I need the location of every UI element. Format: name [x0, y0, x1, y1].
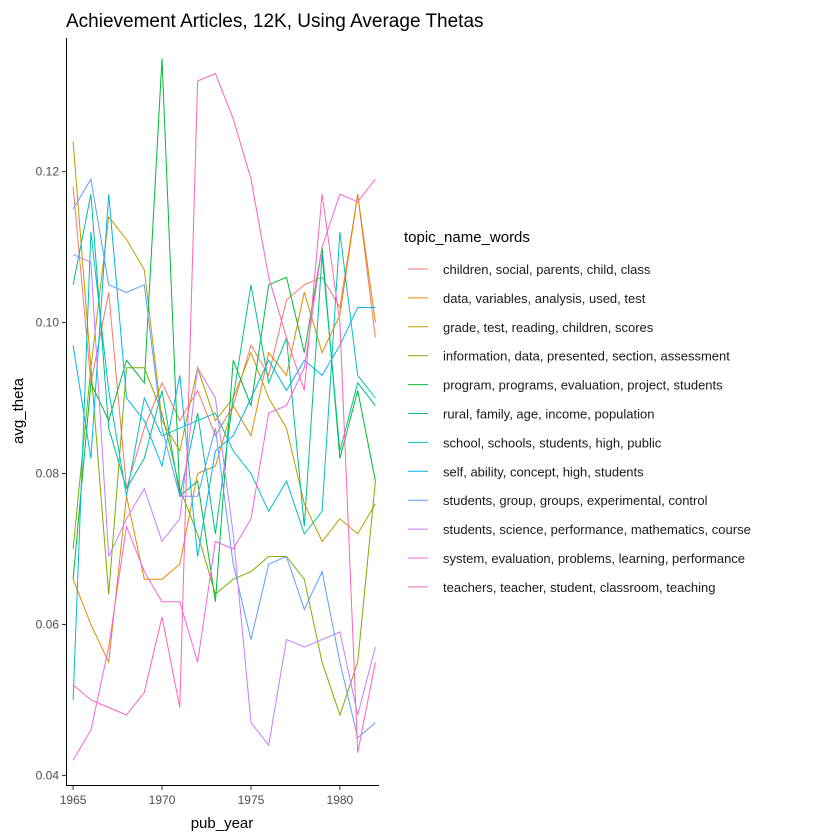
- x-tick-label: 1975: [238, 793, 265, 807]
- series-line-10: [72, 254, 376, 747]
- y-tick-label: 0.06: [36, 617, 60, 631]
- y-axis-title: avg_theta: [10, 377, 27, 444]
- series-line-8: [72, 194, 376, 557]
- series-line-4: [72, 367, 376, 717]
- legend-label: students, group, groups, experimental, c…: [443, 493, 708, 508]
- series-line-3: [72, 141, 376, 543]
- legend-label: information, data, presented, section, a…: [443, 349, 730, 364]
- series-line-2: [72, 194, 376, 665]
- legend-label: system, evaluation, problems, learning, …: [443, 551, 745, 566]
- legend-label: data, variables, analysis, used, test: [443, 291, 646, 306]
- y-tick-label: 0.04: [36, 768, 60, 782]
- legend-label: program, programs, evaluation, project, …: [443, 378, 723, 393]
- series-line-11: [72, 178, 376, 761]
- legend-label: children, social, parents, child, class: [443, 262, 651, 277]
- series-line-5: [72, 58, 376, 602]
- series-line-7: [72, 231, 376, 701]
- x-axis-ticks: 1965 1970 1975 1980: [60, 786, 354, 807]
- series-line-12: [72, 72, 376, 753]
- x-tick-label: 1970: [149, 793, 176, 807]
- y-tick-label: 0.12: [36, 165, 60, 179]
- legend-label: rural, family, age, income, population: [443, 407, 654, 422]
- legend-label: self, ability, concept, high, students: [443, 464, 644, 479]
- series-line-9: [72, 177, 376, 739]
- legend: topic_name_words children, social, paren…: [404, 229, 751, 595]
- legend-label: teachers, teacher, student, classroom, t…: [443, 580, 715, 595]
- legend-title: topic_name_words: [404, 229, 530, 246]
- chart-title: Achievement Articles, 12K, Using Average…: [66, 11, 484, 32]
- y-tick-label: 0.10: [36, 316, 60, 330]
- y-axis-ticks: 0.04 0.06 0.08 0.10 0.12: [36, 165, 66, 782]
- legend-items: children, social, parents, child, class d…: [408, 262, 751, 595]
- x-tick-label: 1965: [60, 793, 87, 807]
- y-tick-label: 0.08: [36, 467, 60, 481]
- x-tick-label: 1980: [327, 793, 354, 807]
- legend-label: students, science, performance, mathemat…: [443, 522, 751, 537]
- plot-area: 0.04 0.06 0.08 0.10 0.12 1965 1970 1975 1980: [36, 38, 379, 807]
- series-lines: [72, 58, 376, 761]
- x-axis-title: pub_year: [191, 815, 254, 832]
- legend-label: school, schools, students, high, public: [443, 435, 662, 450]
- legend-label: grade, test, reading, children, scores: [443, 320, 654, 335]
